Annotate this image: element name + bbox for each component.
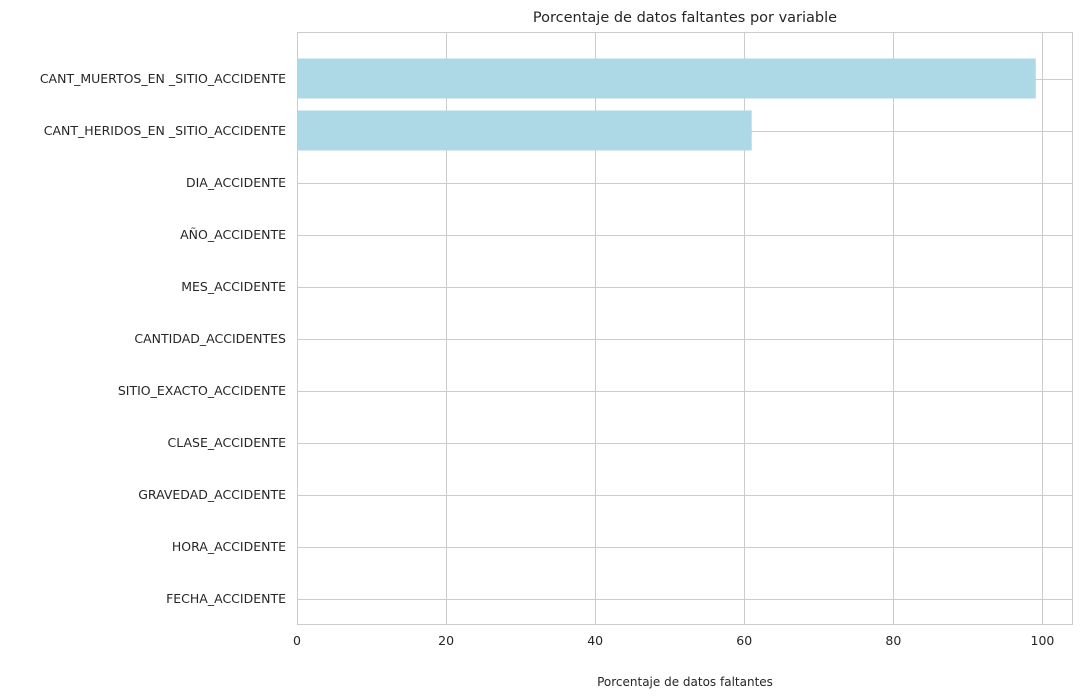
x-tick-label: 40	[587, 633, 603, 648]
y-tick-label: AÑO_ACCIDENTE	[180, 227, 286, 242]
y-tick-label: MES_ACCIDENTE	[181, 279, 286, 294]
y-tick-label: SITIO_EXACTO_ACCIDENTE	[118, 383, 286, 398]
plot-frame	[297, 32, 1073, 625]
y-tick-label: HORA_ACCIDENTE	[172, 539, 286, 554]
y-tick-label: CLASE_ACCIDENTE	[168, 435, 287, 450]
x-tick-label: 80	[885, 633, 901, 648]
y-tick-labels: CANT_MUERTOS_EN _SITIO_ACCIDENTE CANT_HER…	[40, 71, 286, 606]
x-tick-label: 60	[736, 633, 752, 648]
x-tick-label: 20	[438, 633, 454, 648]
x-tick-label: 0	[293, 633, 301, 648]
bar	[297, 58, 1036, 99]
y-tick-label: FECHA_ACCIDENTE	[166, 591, 286, 606]
y-tick-label: GRAVEDAD_ACCIDENTE	[138, 487, 286, 502]
y-tick-label: CANTIDAD_ACCIDENTES	[134, 331, 286, 346]
y-tick-label: DIA_ACCIDENTE	[186, 175, 286, 190]
bar	[297, 110, 752, 151]
x-tick-labels: 0 20 40 60 80 100	[293, 633, 1054, 648]
x-axis-label: Porcentaje de datos faltantes	[597, 675, 773, 689]
x-tick-label: 100	[1031, 633, 1055, 648]
plot-border	[297, 32, 1073, 625]
chart-title: Porcentaje de datos faltantes por variab…	[533, 10, 837, 26]
y-tick-label: CANT_HERIDOS_EN _SITIO_ACCIDENTE	[44, 123, 286, 138]
bars	[297, 58, 1036, 151]
y-tick-label: CANT_MUERTOS_EN _SITIO_ACCIDENTE	[40, 71, 286, 86]
